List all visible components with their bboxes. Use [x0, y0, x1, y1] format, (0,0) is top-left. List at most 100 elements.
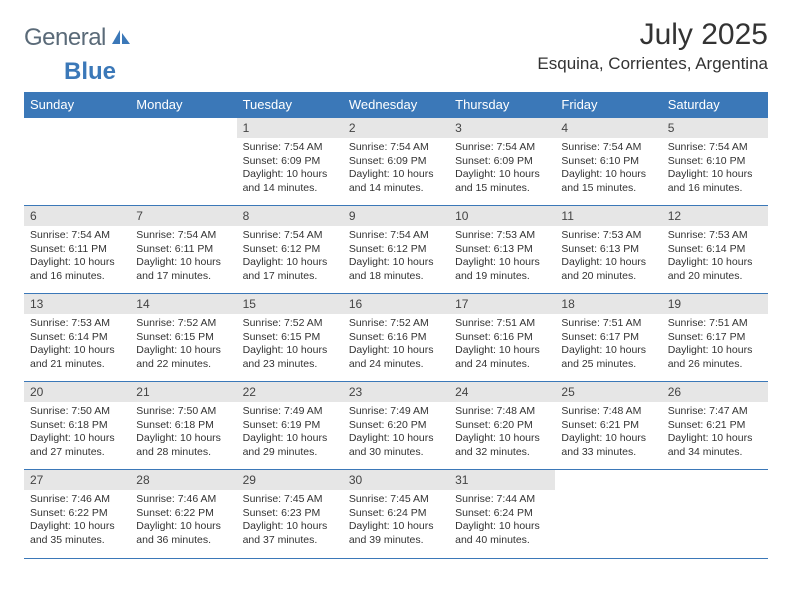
day-cell: 24Sunrise: 7:48 AMSunset: 6:20 PMDayligh… [449, 382, 555, 470]
calendar-page: General July 2025 Esquina, Corrientes, A… [0, 0, 792, 577]
day-details: Sunrise: 7:49 AMSunset: 6:20 PMDaylight:… [343, 402, 449, 466]
day-number: 28 [130, 470, 236, 490]
detail-line-sunrise: Sunrise: 7:54 AM [349, 229, 443, 243]
day-number: 14 [130, 294, 236, 314]
day-details: Sunrise: 7:54 AMSunset: 6:09 PMDaylight:… [449, 138, 555, 202]
detail-line-sunrise: Sunrise: 7:45 AM [349, 493, 443, 507]
day-cell: 26Sunrise: 7:47 AMSunset: 6:21 PMDayligh… [662, 382, 768, 470]
day-cell: 25Sunrise: 7:48 AMSunset: 6:21 PMDayligh… [555, 382, 661, 470]
detail-line-sunrise: Sunrise: 7:51 AM [668, 317, 762, 331]
weekday-saturday: Saturday [662, 92, 768, 118]
detail-line-daylight1: Daylight: 10 hours [455, 256, 549, 270]
day-number-empty [130, 118, 236, 138]
day-number: 19 [662, 294, 768, 314]
day-details: Sunrise: 7:54 AMSunset: 6:09 PMDaylight:… [343, 138, 449, 202]
day-number: 10 [449, 206, 555, 226]
day-details: Sunrise: 7:52 AMSunset: 6:15 PMDaylight:… [237, 314, 343, 378]
day-cell: 22Sunrise: 7:49 AMSunset: 6:19 PMDayligh… [237, 382, 343, 470]
day-cell: 10Sunrise: 7:53 AMSunset: 6:13 PMDayligh… [449, 206, 555, 294]
day-number: 7 [130, 206, 236, 226]
day-number: 15 [237, 294, 343, 314]
weekday-header-row: Sunday Monday Tuesday Wednesday Thursday… [24, 92, 768, 118]
detail-line-sunset: Sunset: 6:14 PM [30, 331, 124, 345]
detail-line-daylight1: Daylight: 10 hours [136, 256, 230, 270]
detail-line-daylight2: and 25 minutes. [561, 358, 655, 372]
detail-line-sunrise: Sunrise: 7:54 AM [30, 229, 124, 243]
day-number: 18 [555, 294, 661, 314]
detail-line-sunset: Sunset: 6:15 PM [136, 331, 230, 345]
day-cell: 9Sunrise: 7:54 AMSunset: 6:12 PMDaylight… [343, 206, 449, 294]
detail-line-daylight2: and 29 minutes. [243, 446, 337, 460]
day-details: Sunrise: 7:50 AMSunset: 6:18 PMDaylight:… [24, 402, 130, 466]
weekday-sunday: Sunday [24, 92, 130, 118]
detail-line-daylight1: Daylight: 10 hours [30, 432, 124, 446]
day-details: Sunrise: 7:47 AMSunset: 6:21 PMDaylight:… [662, 402, 768, 466]
day-details: Sunrise: 7:54 AMSunset: 6:11 PMDaylight:… [24, 226, 130, 290]
day-number: 13 [24, 294, 130, 314]
detail-line-sunrise: Sunrise: 7:51 AM [455, 317, 549, 331]
detail-line-daylight1: Daylight: 10 hours [455, 520, 549, 534]
detail-line-daylight1: Daylight: 10 hours [455, 168, 549, 182]
calendar-body: 1Sunrise: 7:54 AMSunset: 6:09 PMDaylight… [24, 118, 768, 558]
day-number: 3 [449, 118, 555, 138]
detail-line-sunrise: Sunrise: 7:52 AM [349, 317, 443, 331]
detail-line-sunrise: Sunrise: 7:54 AM [668, 141, 762, 155]
detail-line-daylight1: Daylight: 10 hours [243, 432, 337, 446]
detail-line-sunrise: Sunrise: 7:49 AM [243, 405, 337, 419]
day-details: Sunrise: 7:54 AMSunset: 6:11 PMDaylight:… [130, 226, 236, 290]
detail-line-sunrise: Sunrise: 7:48 AM [455, 405, 549, 419]
day-cell [24, 118, 130, 206]
detail-line-daylight2: and 34 minutes. [668, 446, 762, 460]
detail-line-daylight2: and 19 minutes. [455, 270, 549, 284]
detail-line-sunset: Sunset: 6:09 PM [349, 155, 443, 169]
detail-line-daylight1: Daylight: 10 hours [349, 432, 443, 446]
day-number: 24 [449, 382, 555, 402]
detail-line-sunset: Sunset: 6:11 PM [30, 243, 124, 257]
day-details: Sunrise: 7:54 AMSunset: 6:10 PMDaylight:… [555, 138, 661, 202]
detail-line-sunrise: Sunrise: 7:54 AM [136, 229, 230, 243]
detail-line-sunset: Sunset: 6:18 PM [136, 419, 230, 433]
detail-line-sunset: Sunset: 6:24 PM [455, 507, 549, 521]
day-cell: 20Sunrise: 7:50 AMSunset: 6:18 PMDayligh… [24, 382, 130, 470]
day-cell: 7Sunrise: 7:54 AMSunset: 6:11 PMDaylight… [130, 206, 236, 294]
weekday-thursday: Thursday [449, 92, 555, 118]
detail-line-sunset: Sunset: 6:13 PM [561, 243, 655, 257]
day-details: Sunrise: 7:46 AMSunset: 6:22 PMDaylight:… [24, 490, 130, 554]
day-number: 12 [662, 206, 768, 226]
day-details: Sunrise: 7:51 AMSunset: 6:17 PMDaylight:… [555, 314, 661, 378]
day-cell: 13Sunrise: 7:53 AMSunset: 6:14 PMDayligh… [24, 294, 130, 382]
detail-line-daylight2: and 17 minutes. [243, 270, 337, 284]
detail-line-sunset: Sunset: 6:10 PM [561, 155, 655, 169]
detail-line-sunrise: Sunrise: 7:45 AM [243, 493, 337, 507]
day-number: 30 [343, 470, 449, 490]
day-number: 21 [130, 382, 236, 402]
detail-line-daylight1: Daylight: 10 hours [243, 520, 337, 534]
day-number: 27 [24, 470, 130, 490]
week-row: 6Sunrise: 7:54 AMSunset: 6:11 PMDaylight… [24, 206, 768, 294]
detail-line-daylight2: and 28 minutes. [136, 446, 230, 460]
day-cell: 30Sunrise: 7:45 AMSunset: 6:24 PMDayligh… [343, 470, 449, 558]
detail-line-daylight2: and 27 minutes. [30, 446, 124, 460]
day-details: Sunrise: 7:53 AMSunset: 6:14 PMDaylight:… [662, 226, 768, 290]
detail-line-daylight1: Daylight: 10 hours [561, 432, 655, 446]
detail-line-daylight2: and 39 minutes. [349, 534, 443, 548]
detail-line-sunset: Sunset: 6:23 PM [243, 507, 337, 521]
detail-line-daylight2: and 24 minutes. [455, 358, 549, 372]
day-cell [555, 470, 661, 558]
detail-line-sunrise: Sunrise: 7:44 AM [455, 493, 549, 507]
weekday-tuesday: Tuesday [237, 92, 343, 118]
bottom-rule [24, 558, 768, 559]
day-details: Sunrise: 7:48 AMSunset: 6:21 PMDaylight:… [555, 402, 661, 466]
detail-line-sunset: Sunset: 6:14 PM [668, 243, 762, 257]
day-details: Sunrise: 7:54 AMSunset: 6:09 PMDaylight:… [237, 138, 343, 202]
detail-line-sunrise: Sunrise: 7:47 AM [668, 405, 762, 419]
detail-line-daylight2: and 30 minutes. [349, 446, 443, 460]
detail-line-sunset: Sunset: 6:16 PM [349, 331, 443, 345]
day-details: Sunrise: 7:49 AMSunset: 6:19 PMDaylight:… [237, 402, 343, 466]
detail-line-daylight1: Daylight: 10 hours [668, 344, 762, 358]
detail-line-daylight1: Daylight: 10 hours [561, 344, 655, 358]
day-number: 1 [237, 118, 343, 138]
detail-line-sunrise: Sunrise: 7:53 AM [455, 229, 549, 243]
detail-line-sunrise: Sunrise: 7:48 AM [561, 405, 655, 419]
day-cell: 2Sunrise: 7:54 AMSunset: 6:09 PMDaylight… [343, 118, 449, 206]
